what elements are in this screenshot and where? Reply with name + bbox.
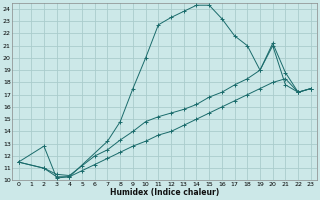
X-axis label: Humidex (Indice chaleur): Humidex (Indice chaleur)	[110, 188, 219, 197]
